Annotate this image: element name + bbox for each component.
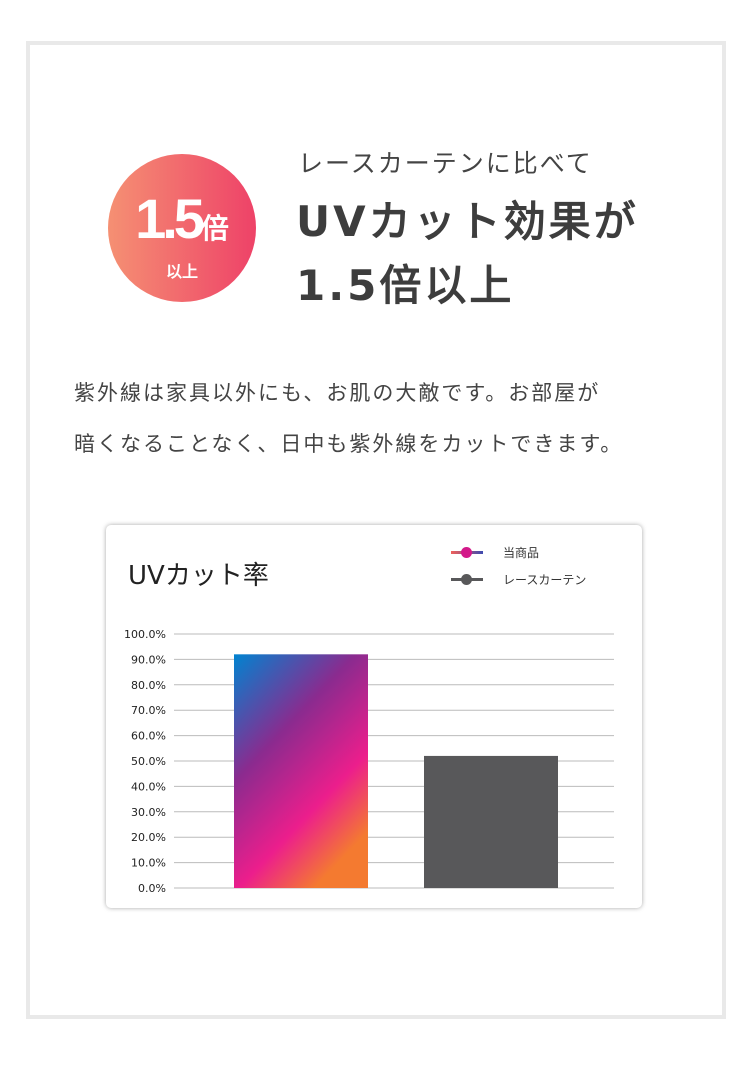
- y-tick-label: 100.0%: [124, 628, 166, 641]
- legend-label: 当商品: [503, 546, 540, 560]
- body-text: 紫外線は家具以外にも、お肌の大敵です。お部屋が 暗くなることなく、日中も紫外線をカ…: [74, 368, 623, 470]
- headline-line2: 1.5倍以上: [296, 261, 515, 310]
- lead-text: レースカーテンに比べて: [298, 149, 593, 178]
- badge-value: 1.5: [135, 187, 205, 250]
- bar-curtain: [424, 755, 558, 888]
- y-tick-label: 60.0%: [131, 730, 166, 743]
- badge-unit: 倍: [200, 212, 229, 245]
- y-tick-label: 80.0%: [131, 679, 166, 692]
- bar-product: [234, 654, 368, 888]
- legend-dot-icon: [461, 574, 472, 585]
- legend-dot-icon: [461, 547, 472, 558]
- y-tick-label: 70.0%: [131, 704, 166, 717]
- headline: UVカット効果が 1.5倍以上: [296, 190, 639, 318]
- body-line1: 紫外線は家具以外にも、お肌の大敵です。お部屋が: [74, 381, 601, 405]
- chart-plot: 0.0% 10.0% 20.0% 30.0% 40.0% 50.0% 60.0% 70.0% 8…: [124, 628, 614, 895]
- y-tick-label: 90.0%: [131, 653, 166, 666]
- frame: [26, 41, 726, 1019]
- chart-title: UVカット率: [128, 561, 269, 591]
- badge: 1.5倍 以上: [108, 154, 256, 302]
- y-tick-label: 40.0%: [131, 780, 166, 793]
- chart-card: UVカット率 当商品 レースカーテン 0.0% 10.0% 20.0% 30.0% 40…: [106, 525, 642, 908]
- y-tick-label: 10.0%: [131, 857, 166, 870]
- legend-label: レースカーテン: [503, 573, 587, 587]
- y-tick-label: 20.0%: [131, 831, 166, 844]
- y-tick-label: 50.0%: [131, 755, 166, 768]
- badge-sub: 以上: [165, 262, 198, 281]
- y-tick-label: 0.0%: [138, 882, 166, 895]
- y-tick-label: 30.0%: [131, 806, 166, 819]
- headline-line1: UVカット効果が: [296, 197, 639, 246]
- body-line2: 暗くなることなく、日中も紫外線をカットできます。: [74, 432, 624, 456]
